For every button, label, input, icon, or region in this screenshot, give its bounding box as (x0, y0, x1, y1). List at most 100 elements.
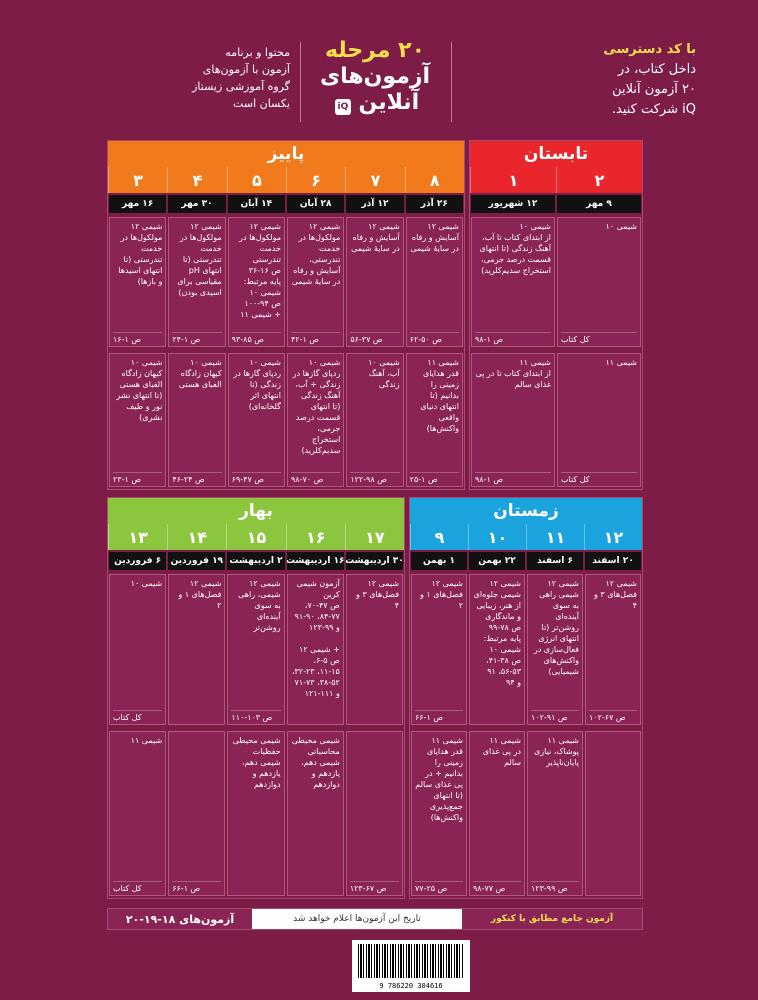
barcode: 9 786220 304616 (352, 940, 470, 992)
cell-content (347, 732, 402, 735)
schedule-cell: شیمی ۱۰ کل کتاب (109, 574, 167, 725)
cell-content: شیمی ۱۱ (130, 736, 163, 745)
group-summer: تابستان ۱ ۲ ۱۲ شهریور ۹ مهر شیمی ۱۰ از ابتدای… (469, 140, 643, 490)
schedule-cell: شیمی ۱۲ شیمی راهی به سوی آینده‌ای روشن‌ت… (527, 574, 583, 725)
exam-number: ۱۱ (526, 524, 584, 550)
cell-content: شیمی ۱۲ فصل‌های ۳ و ۴ (594, 579, 637, 610)
header-divider-right (451, 42, 452, 122)
schedule-cell: شیمی ۱۰ ردپای گازها در زندگی + آب، آهنگ … (286, 353, 345, 487)
footer-exams: آزمون‌های ۱۸-۱۹-۲۰ (108, 909, 252, 929)
barcode-number: 9 786220 304616 (379, 982, 443, 990)
schedule-cell: شیمی ۱۱ کل کتاب (557, 353, 641, 487)
exam-number: ۱۷ (344, 524, 404, 550)
exam-number: ۵ (226, 167, 286, 193)
cell-content (586, 732, 640, 735)
content-line-4: یکسان است (233, 97, 290, 110)
cell-pages: کل کتاب (561, 472, 637, 484)
schedule-cell: شیمی ۱۱ پوشاک، نیازی پایان‌ناپذیر ص ۹۹-۱۲… (527, 731, 583, 896)
content-line-1: محتوا و برنامه (225, 46, 290, 59)
access-line-2: داخل کتاب، در (617, 62, 696, 77)
cell-content: شیمی ۱۱ از ابتدای کتاب تا در پی غذای سال… (475, 358, 551, 389)
schedule-cell: شیمی ۱۰ آب، آهنگ زندگی ص ۹۸-۱۲۲ (346, 353, 404, 487)
cell-content: شیمی محیطی حفظیات شیمی دهم، یازدهم و دوا… (232, 736, 281, 789)
cell-content: شیمی ۱۰ آب، آهنگ زندگی (368, 358, 400, 389)
access-line-4: iQ شرکت کنید. (611, 102, 696, 117)
access-line-1: با کد دسترسی (603, 42, 696, 57)
cell-content: شیمی ۱۲ شیمی، راهی به سوی آینده‌ای روشن‌… (238, 579, 281, 632)
exam-number: ۷ (345, 167, 404, 193)
schedule-cell: شیمی ۱۱ کل کتاب (109, 731, 167, 896)
cell-pages: کل کتاب (561, 332, 637, 344)
schedule-cell: شیمی ۱۲ فصل‌های ۱ و ۲ (168, 574, 226, 725)
exam-date-row: ۱۶ مهر ۳۰ مهر ۱۴ آبان ۲۸ آبان ۱۲ آذر ۲۶ آذر (108, 195, 464, 213)
cell-content: شیمی ۱۲ مولکول‌ها در خدمت تندرستی ص ۱۶-۳… (239, 222, 281, 319)
schedule-row2: شیمی ۱۱ از ابتدای کتاب تا در پی غذای سال… (470, 353, 642, 487)
group-autumn: پاییز ۳ ۴ ۵ ۶ ۷ ۸ ۱۶ مهر ۳۰ مهر ۱۴ آبان ۲۸ آبان ۱۲ … (107, 140, 465, 490)
exam-date: ۶ اسفند (527, 552, 583, 570)
cell-pages: ص ۱۰۳-۱۱۰ (231, 710, 281, 722)
exam-number-row: ۱۳ ۱۴ ۱۵ ۱۶ ۱۷ (108, 524, 404, 550)
schedule-cell (585, 731, 641, 896)
exam-number: ۱۵ (226, 524, 285, 550)
schedule-row1: شیمی ۱۲ فصل‌های ۱ و ۲ ص ۱-۶۶ شیمی ۱۲ شیمی … (410, 574, 642, 725)
cell-pages: ص ۱-۶۶ (172, 881, 222, 893)
cell-content: شیمی ۱۰ (130, 579, 163, 588)
cell-content: شیمی ۱۲ آسایش و رفاه در سایهٔ شیمی (351, 222, 400, 253)
group-spring: بهار ۱۳ ۱۴ ۱۵ ۱۶ ۱۷ ۶ فروردین ۱۹ فروردین ۲ اردیب… (107, 497, 405, 899)
cell-content: شیمی محیطی محاسباتی شیمی دهم، یازدهم و د… (291, 736, 340, 789)
exam-number: ۱ (470, 167, 556, 193)
cell-content: شیمی ۱۲ مولکول‌ها در خدمت تندرستی (تا ان… (177, 222, 222, 297)
schedule-cell: شیمی ۱۰ ردپای گازها در زندگی (تا انتهای … (227, 353, 285, 487)
exam-number: ۱۳ (108, 524, 167, 550)
schedule-cell: شیمی ۱۲ مولکول‌ها در خدمت تندرستی (تا ان… (109, 217, 167, 347)
cell-content: شیمی ۱۱ در پی غذای سالم (482, 736, 521, 767)
cell-pages: ص ۱-۶۶ (415, 710, 463, 722)
cell-content: شیمی ۱۲ فصل‌های ۱ و ۲ (178, 579, 222, 610)
header-divider-left (300, 42, 301, 122)
cell-content: شیمی ۱۲ آسایش و رفاه در سایهٔ شیمی (410, 222, 459, 253)
exam-date: ۲ اردیبهشت (227, 552, 285, 570)
schedule-row2: شیمی ۱۱ قدر هدایای زمینی را بدانیم + در … (410, 731, 642, 896)
schedule-row1: شیمی ۱۲ مولکول‌ها در خدمت تندرستی (تا ان… (108, 217, 464, 347)
cell-pages: ص ۶۷-۱۰۲ (589, 710, 637, 722)
schedule-cell: شیمی ۱۲ آسایش و رفاه در سایهٔ شیمی ص ۳۷-۵… (346, 217, 404, 347)
season-label-summer: تابستان (470, 141, 642, 167)
cell-pages: ص ۱-۱۶ (113, 332, 163, 344)
cell-content: شیمی ۱۲ فصل‌های ۳ و ۴ (356, 579, 400, 610)
cell-pages: ص ۱-۲۵ (409, 472, 459, 484)
schedule-row2: شیمی ۱۱ کل کتاب ص ۱-۶۶ شیمی محیطی حفظیات شی… (108, 731, 404, 896)
schedule-cell: شیمی ۱۲ آسایش و رفاه در سایهٔ شیمی ص ۵۰-۶… (405, 217, 463, 347)
schedule-cell: ص ۶۷-۱۲۳ (345, 731, 404, 896)
exam-number: ۱۶ (285, 524, 345, 550)
schedule-cell: شیمی ۱۰ کل کتاب (557, 217, 641, 347)
cell-content: شیمی ۱۰ ردپای گازها در زندگی (تا انتهای … (233, 358, 281, 411)
footer-konkur: آزمون جامع مطابق با کنکور (462, 909, 642, 929)
exam-date: ۱۲ آذر (346, 195, 404, 213)
cell-content (169, 732, 224, 735)
cell-pages: ص ۷۰-۹۸ (290, 472, 341, 484)
exam-date-row: ۱۲ شهریور ۹ مهر (470, 195, 642, 213)
cell-content: شیمی ۱۰ (605, 222, 637, 231)
cell-pages: ص ۶۷-۱۲۳ (349, 881, 400, 893)
content-info: محتوا و برنامه آزمون با آزمون‌های گروه آ… (140, 44, 290, 112)
exam-date-row: ۶ فروردین ۱۹ فروردین ۲ اردیبهشت ۱۶ اردیبهشت… (108, 552, 404, 570)
title-line-3: آنلاین iQ (305, 90, 445, 116)
access-line-3: ۲۰ آزمون آنلاین (612, 82, 696, 97)
cell-content: شیمی ۱۰ از ابتدای کتاب تا آب، آهنگ زندگی… (479, 222, 551, 275)
cell-pages: ص ۱-۴۲ (290, 332, 341, 344)
cell-pages: ص ۵۰-۶۲ (409, 332, 459, 344)
exam-date-row: ۱ بهمن ۲۲ بهمن ۶ اسفند ۲۰ اسفند (410, 552, 642, 570)
cell-pages: ص ۴۷-۶۹ (231, 472, 281, 484)
cell-content: شیمی ۱۲ فصل‌های ۱ و ۲ (420, 579, 463, 610)
exam-number-row: ۹ ۱۰ ۱۱ ۱۲ (410, 524, 642, 550)
schedule-cell: شیمی ۱۲ فصل‌های ۱ و ۲ ص ۱-۶۶ (411, 574, 467, 725)
cell-pages: ص ۲۴-۴۶ (172, 472, 222, 484)
cell-content: شیمی ۱۱ قدر هدایای زمینی را بدانیم (تا ا… (420, 358, 459, 433)
exam-number: ۳ (108, 167, 167, 193)
group-winter: زمستان ۹ ۱۰ ۱۱ ۱۲ ۱ بهمن ۲۲ بهمن ۶ اسفند ۲۰ اسفن… (409, 497, 643, 899)
schedule-cell: آزمون شیمی کرین ص ۴۷-۷۰، ۸۴-۷۷، ۹۱-۹۰ و … (286, 574, 344, 725)
exam-number: ۲ (556, 167, 642, 193)
cell-content: شیمی ۱۱ قدر هدایای زمینی را بدانیم + در … (415, 736, 463, 822)
